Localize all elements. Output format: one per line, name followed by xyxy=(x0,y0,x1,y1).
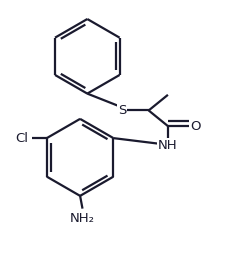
Text: S: S xyxy=(118,104,126,117)
Text: NH₂: NH₂ xyxy=(70,212,95,225)
Text: Cl: Cl xyxy=(16,132,29,145)
Text: NH: NH xyxy=(158,139,178,152)
Text: O: O xyxy=(190,120,201,133)
